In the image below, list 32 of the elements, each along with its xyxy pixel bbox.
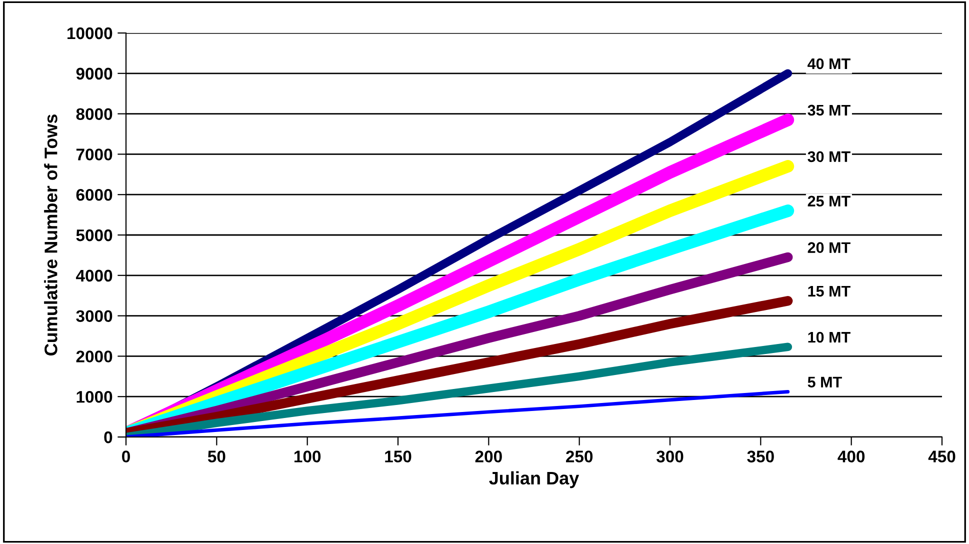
series-label: 10 MT [808,332,850,343]
series-label: 5 MT [808,376,842,388]
x-tick-label: 200 [475,450,502,462]
x-tick-label: 400 [838,450,865,462]
y-tick-label: 2000 [76,350,112,362]
x-tick-label: 0 [122,450,130,462]
y-tick-label: 8000 [76,108,112,120]
x-tick-label: 50 [208,450,226,462]
y-tick-label: 6000 [76,189,112,201]
x-tick-label: 300 [656,450,684,462]
x-tick-label: 250 [566,450,593,462]
series-label: 15 MT [808,286,850,297]
x-tick-label: 100 [294,450,321,462]
y-tick-label: 4000 [76,270,112,282]
x-tick-label: 350 [747,450,774,462]
y-axis-title: Cumulative Number of Tows [44,114,58,356]
series-label: 20 MT [808,242,850,253]
series-label: 30 MT [808,151,850,162]
y-tick-label: 1000 [76,391,112,403]
y-tick-label: 10000 [68,27,112,40]
line-series [126,390,790,437]
series-label: 35 MT [808,104,850,116]
y-tick-label: 9000 [76,68,112,80]
y-tick-label: 5000 [76,229,112,242]
series-label: 25 MT [808,196,850,207]
x-tick-label: 450 [928,450,956,462]
y-tick-label: 3000 [76,310,112,322]
x-axis-title: Julian Day [489,471,580,488]
y-tick-label: 7000 [76,148,112,160]
x-tick-label: 150 [385,450,412,462]
series-label: 40 MT [808,58,850,70]
y-tick-label: 0 [104,431,112,444]
